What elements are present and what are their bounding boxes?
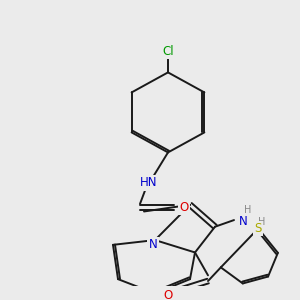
Text: O: O bbox=[179, 201, 189, 214]
Text: H: H bbox=[258, 217, 266, 227]
Text: S: S bbox=[255, 222, 262, 235]
Text: HN: HN bbox=[140, 176, 158, 189]
Text: Cl: Cl bbox=[162, 45, 174, 58]
Text: N: N bbox=[148, 238, 158, 251]
Text: H: H bbox=[244, 205, 252, 214]
Text: N: N bbox=[238, 215, 247, 229]
Text: O: O bbox=[164, 289, 172, 300]
